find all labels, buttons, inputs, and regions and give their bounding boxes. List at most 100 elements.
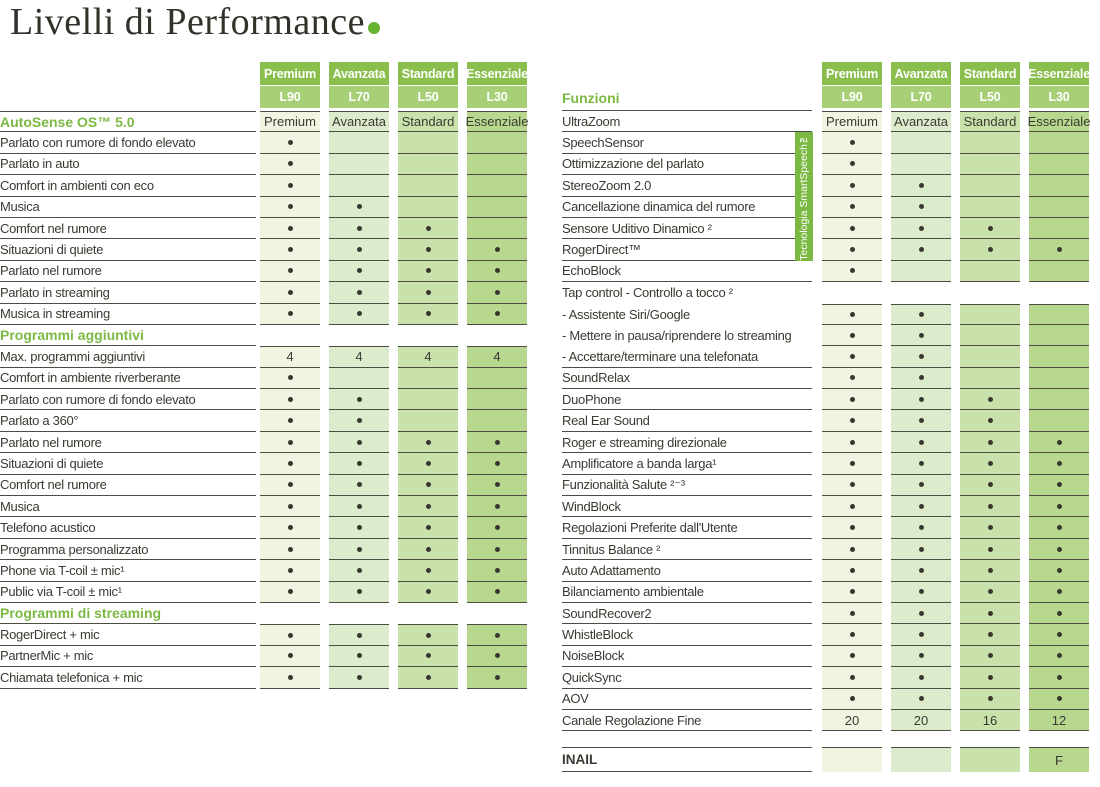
feature-label: Programma personalizzato	[0, 539, 256, 561]
tier-header-premium: Premium L90	[260, 62, 320, 108]
tier-cell: Standard	[398, 111, 458, 133]
feature-included-dot-icon	[356, 589, 362, 595]
tier-cell: 20	[891, 709, 951, 732]
tier-cell	[822, 175, 882, 197]
feature-row: Sensore Uditivo Dinamico ²	[562, 217, 1100, 240]
feature-label: StereoZoom 2.0	[562, 175, 812, 197]
tier-cell	[891, 346, 951, 368]
feature-row: - Mettere in pausa/riprendere lo streami…	[562, 324, 1100, 347]
funzioni-section-title: Funzioni	[562, 86, 812, 111]
tier-cell	[329, 217, 389, 240]
feature-label: Parlato a 360°	[0, 410, 256, 432]
tier-cell: 4	[329, 346, 389, 368]
feature-row: RogerDirect + mic	[0, 624, 530, 646]
tier-cell	[398, 196, 458, 218]
feature-included-dot-icon	[918, 418, 924, 424]
tier-cell	[329, 496, 389, 518]
feature-label: Tinnitus Balance ²	[562, 539, 812, 561]
tier-cell	[891, 560, 951, 582]
feature-label: Parlato con rumore di fondo elevato	[0, 389, 256, 411]
tier-cell	[891, 624, 951, 646]
tier-cell-text: 4	[493, 349, 501, 365]
feature-included-dot-icon	[918, 375, 924, 381]
tier-cell	[960, 453, 1020, 475]
feature-included-dot-icon	[1056, 503, 1062, 509]
feature-included-dot-icon	[849, 460, 855, 466]
feature-label: SoundRecover2	[562, 603, 812, 625]
feature-included-dot-icon	[425, 460, 431, 466]
feature-label: Situazioni di quiete	[0, 239, 256, 261]
feature-included-dot-icon	[1056, 653, 1062, 659]
tier-cell	[960, 260, 1020, 283]
section-row: AutoSense OS™ 5.0 Premium Avanzata Standard…	[0, 111, 530, 133]
tier-cell	[960, 538, 1020, 561]
feature-included-dot-icon	[1056, 610, 1062, 616]
feature-included-dot-icon	[287, 567, 293, 573]
feature-included-dot-icon	[425, 482, 431, 488]
tier-cell	[329, 645, 389, 668]
feature-label: Real Ear Sound	[562, 410, 812, 432]
tier-cell	[822, 431, 882, 454]
feature-included-dot-icon	[918, 460, 924, 466]
tier-cell-text: 12	[1051, 712, 1067, 728]
feature-label: Roger e streaming direzionale	[562, 432, 812, 454]
tier-cell	[891, 453, 951, 475]
feature-included-dot-icon	[918, 204, 924, 210]
feature-included-dot-icon	[287, 311, 293, 317]
tier-cell: Avanzata	[329, 111, 389, 133]
feature-included-dot-icon	[849, 653, 855, 659]
tier-cell	[260, 260, 320, 283]
feature-included-dot-icon	[494, 311, 500, 317]
tier-cell	[822, 645, 882, 668]
tier-cell	[1029, 667, 1089, 689]
feature-row: Parlato in streaming	[0, 282, 530, 304]
tier-cell	[398, 303, 458, 325]
tier-cell	[398, 175, 458, 197]
tier-cell	[1029, 260, 1089, 283]
feature-included-dot-icon	[849, 525, 855, 531]
tier-cell	[467, 175, 527, 197]
feature-row: Musica	[0, 196, 530, 218]
tier-cell	[891, 367, 951, 390]
tier-cell-text: 16	[982, 712, 998, 728]
tier-cell	[398, 453, 458, 475]
tier-cell	[398, 496, 458, 518]
feature-included-dot-icon	[849, 353, 855, 359]
tier-cell-text: Standard	[963, 114, 1017, 130]
tier-cell	[329, 367, 389, 390]
tier-cell	[960, 688, 1020, 710]
tier-cell	[822, 602, 882, 625]
tier-cell	[260, 624, 320, 646]
feature-included-dot-icon	[987, 632, 993, 638]
tier-cell	[398, 410, 458, 432]
feature-label: Amplificatore a banda larga¹	[562, 453, 812, 475]
tier-cell	[822, 346, 882, 368]
tier-cell	[822, 153, 882, 176]
feature-included-dot-icon	[987, 460, 993, 466]
tier-cell	[822, 132, 882, 154]
feature-included-dot-icon	[1056, 482, 1062, 488]
feature-included-dot-icon	[494, 589, 500, 595]
section-title: Programmi aggiuntivi	[0, 325, 256, 347]
feature-row: EchoBlock	[562, 260, 1100, 283]
feature-row: Cancellazione dinamica del rumore	[562, 196, 1100, 218]
inail-label: INAIL	[562, 747, 812, 772]
tier-cell	[467, 260, 527, 283]
tier-cell	[822, 410, 882, 432]
tier-cell	[467, 517, 527, 539]
tier-cell	[398, 517, 458, 539]
tier-cell	[398, 389, 458, 411]
tier-header-standard: Standard L50	[960, 62, 1020, 108]
feature-included-dot-icon	[287, 418, 293, 424]
feature-row: AOV	[562, 688, 1100, 710]
tier-cell	[1029, 153, 1089, 176]
feature-row: Telefono acustico	[0, 517, 530, 539]
tier-cell	[960, 132, 1020, 154]
feature-included-dot-icon	[287, 632, 293, 638]
tier-model-band: L70	[329, 86, 389, 108]
feature-included-dot-icon	[849, 225, 855, 231]
feature-row: Bilanciamento ambientale	[562, 581, 1100, 603]
feature-included-dot-icon	[425, 439, 431, 445]
tier-cell	[260, 217, 320, 240]
tier-cell	[822, 324, 882, 347]
